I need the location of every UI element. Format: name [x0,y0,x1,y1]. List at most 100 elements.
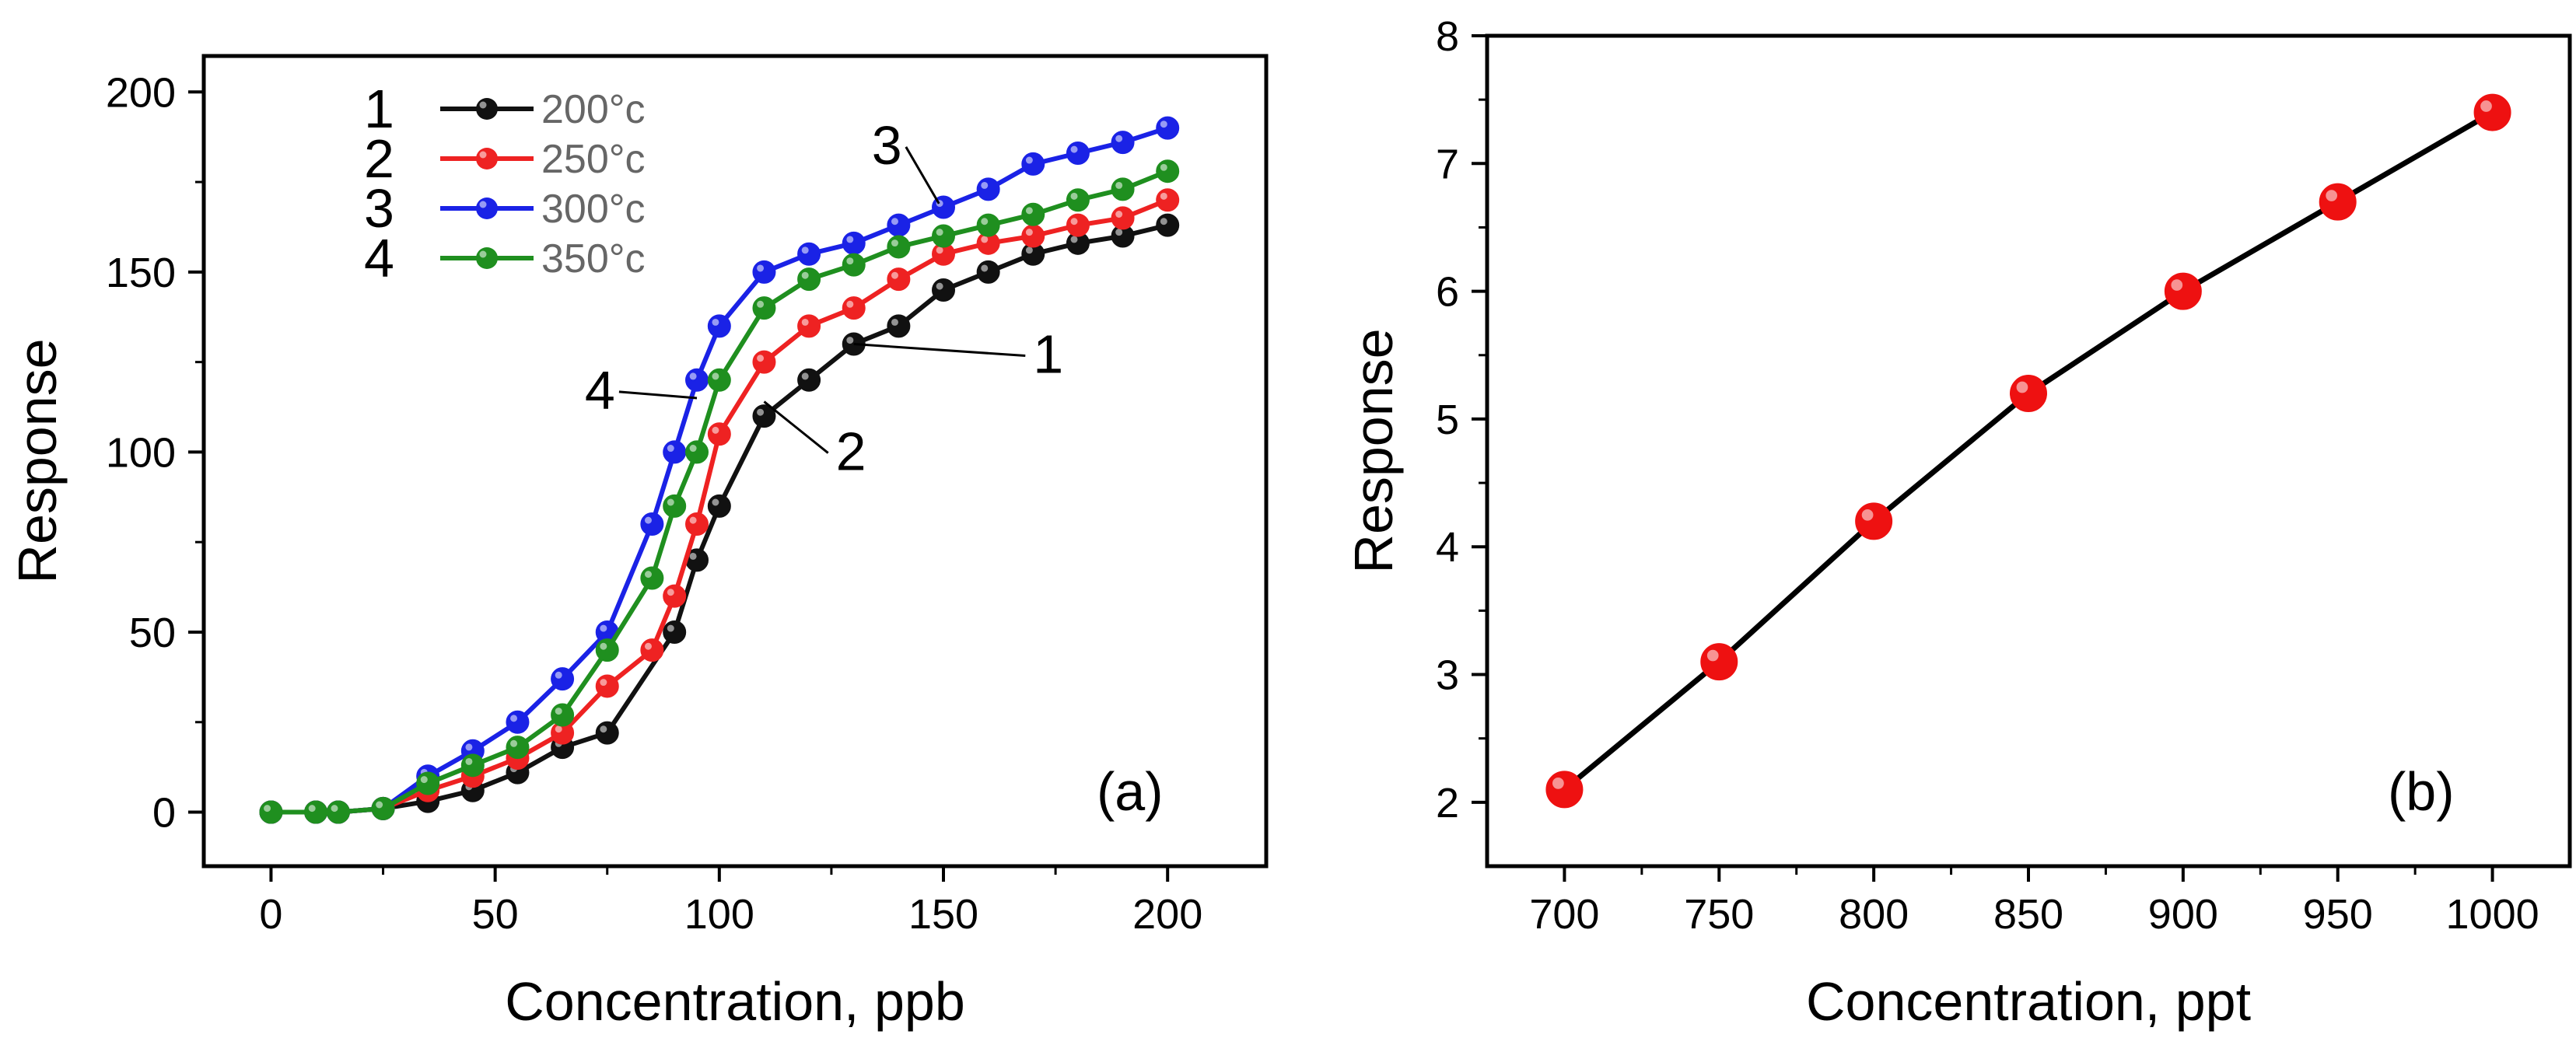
y-tick-label: 7 [1436,141,1459,187]
data-point-highlight [600,642,607,650]
legend-number: 1 [364,79,394,139]
data-point-highlight [846,337,854,344]
series-line-4 [271,169,1169,815]
x-tick-label: 1000 [2446,891,2539,938]
data-point [976,260,1000,284]
x-tick-label: 0 [259,891,282,938]
y-tick-label: 200 [106,69,176,116]
x-axis-title: Concentration, ppt [1806,971,2251,1032]
data-point-highlight [1160,121,1167,128]
data-point [976,177,1000,201]
legend-label: 300°c [541,187,646,232]
data-point-highlight [376,801,383,809]
data-point-highlight [757,408,765,416]
data-point-highlight [1070,192,1078,200]
data-point [2473,93,2511,131]
data-point-highlight [891,239,898,247]
data-point-highlight [712,426,719,434]
data-point-highlight [712,498,719,506]
data-point [640,512,664,536]
legend-marker [476,247,498,269]
data-point [595,638,619,662]
data-point [326,800,350,824]
data-point-highlight [510,715,518,722]
legend-marker-highlight [479,101,487,109]
data-point-highlight [757,264,765,272]
data-point-highlight [667,589,674,596]
data-point [797,314,821,338]
data-point-highlight [801,318,809,326]
data-point [1021,152,1045,176]
data-point-highlight [1160,192,1167,200]
legend-number: 3 [364,178,394,239]
data-point [595,721,619,745]
y-tick-label: 50 [129,610,176,656]
data-point-highlight [465,743,473,751]
data-point [707,368,731,392]
data-point-highlight [2480,100,2492,112]
data-point [887,314,911,338]
data-point-highlight [1706,649,1719,662]
data-point-highlight [600,624,607,632]
data-point-highlight [644,642,652,650]
data-point [1855,502,1893,540]
data-point-highlight [555,708,562,715]
data-point-highlight [667,445,674,453]
data-point [797,267,821,292]
x-tick-label: 800 [1839,891,1909,938]
data-point [1066,142,1090,166]
data-point [551,703,575,727]
data-point-highlight [1861,509,1874,521]
data-point-highlight [331,805,338,813]
data-point [2319,183,2357,221]
data-point-highlight [801,271,809,279]
data-point [1156,188,1180,212]
y-axis-title: Response [1343,328,1404,573]
data-point [2010,375,2047,413]
data-point [685,368,709,392]
data-point [1066,213,1090,237]
data-point [595,674,619,698]
data-point-highlight [264,805,271,813]
data-point-highlight [712,318,719,326]
data-point-highlight [1070,145,1078,153]
x-tick-label: 750 [1684,891,1754,938]
data-point-highlight [891,271,898,279]
data-point-highlight [981,236,989,243]
data-point-highlight [936,229,943,236]
data-point-highlight [1160,163,1167,171]
data-point-highlight [689,372,697,380]
data-point-highlight [891,218,898,225]
curve-label: 3 [872,115,902,176]
y-axis-title: Response [7,338,68,583]
legend-label: 250°c [541,137,646,182]
data-point-highlight [2171,279,2183,291]
y-tick-label: 0 [152,790,176,837]
data-point-highlight [981,218,989,225]
data-point [1700,643,1738,681]
series-line-0 [1563,110,2494,792]
data-point-highlight [644,571,652,578]
data-point [1111,131,1135,155]
y-tick-label: 8 [1436,13,1459,60]
data-point [663,440,687,464]
data-point-highlight [801,372,809,380]
data-point-highlight [891,318,898,326]
x-tick-label: 700 [1529,891,1599,938]
data-point [551,667,575,691]
data-point-highlight [1025,207,1033,215]
curve-pointer-line [763,400,829,454]
data-point-highlight [1025,246,1033,254]
data-point [707,314,731,338]
curve-label: 1 [1033,324,1063,385]
x-tick-label: 200 [1132,891,1202,938]
data-point-highlight [1115,135,1123,142]
data-point-highlight [465,757,473,765]
curve-label: 2 [836,421,866,482]
data-point [1545,771,1584,809]
data-point [797,368,821,392]
y-tick-label: 100 [106,429,176,476]
data-point [1156,213,1180,237]
data-point [887,235,911,259]
data-point [685,440,709,464]
